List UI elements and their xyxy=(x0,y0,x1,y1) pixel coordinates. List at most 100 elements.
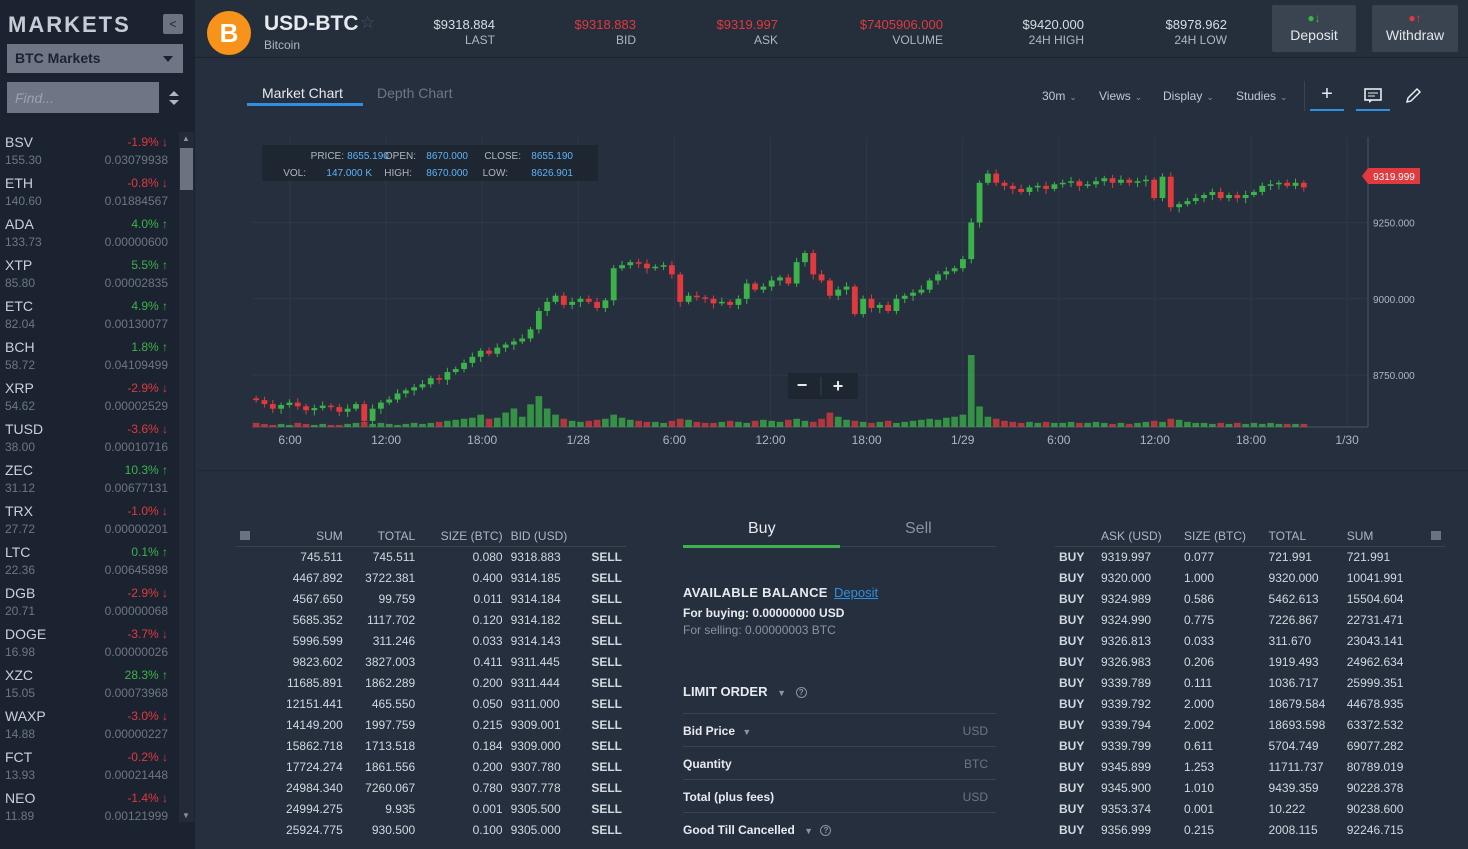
help-icon[interactable]: ? xyxy=(795,687,807,699)
scroll-up-icon[interactable]: ▲ xyxy=(182,134,190,143)
zoom-in-button[interactable]: + xyxy=(833,376,844,396)
buy-button[interactable]: BUY xyxy=(1059,822,1085,837)
market-list-scrollbar[interactable]: ▲ ▼ xyxy=(179,132,194,822)
buy-button[interactable]: BUY xyxy=(1059,780,1085,795)
bid-row[interactable]: 5996.599 311.246 0.033 9314.143 SELL xyxy=(236,630,626,651)
bid-row[interactable]: 14149.200 1997.759 0.215 9309.001 SELL xyxy=(236,714,626,735)
draw-pencil-icon[interactable] xyxy=(1396,83,1430,111)
bid-row[interactable]: 25924.775 930.500 0.100 9305.000 SELL xyxy=(236,819,626,840)
favorite-star-icon[interactable]: ☆ xyxy=(360,13,376,32)
buy-button[interactable]: BUY xyxy=(1059,801,1085,816)
bid-price-field[interactable]: Bid Price ▼ USD xyxy=(683,713,996,746)
sell-button[interactable]: SELL xyxy=(591,549,622,564)
sell-button[interactable]: SELL xyxy=(591,759,622,774)
collapse-sidebar-icon[interactable]: < xyxy=(163,14,183,34)
comment-icon[interactable] xyxy=(1356,83,1390,111)
tab-market-chart[interactable]: Market Chart xyxy=(262,85,343,101)
market-row[interactable]: XZC 28.3% ↑ 15.05 0.00073968 xyxy=(0,663,178,704)
scroll-down-icon[interactable]: ▼ xyxy=(182,811,190,820)
tab-depth-chart[interactable]: Depth Chart xyxy=(377,85,453,101)
ask-row[interactable]: BUY 9345.899 1.253 11711.737 80789.019 xyxy=(1055,756,1445,777)
ask-row[interactable]: BUY 9320.000 1.000 9320.000 10041.991 xyxy=(1055,567,1445,588)
sell-button[interactable]: SELL xyxy=(591,738,622,753)
bid-row[interactable]: 4467.892 3722.381 0.400 9314.185 SELL xyxy=(236,567,626,588)
sell-button[interactable]: SELL xyxy=(591,717,622,732)
market-row[interactable]: ADA 4.0% ↑ 133.73 0.00000600 xyxy=(0,212,178,253)
sell-button[interactable]: SELL xyxy=(591,780,622,795)
market-row[interactable]: DOGE -3.7% ↓ 16.98 0.00000026 xyxy=(0,622,178,663)
bid-row[interactable]: 24994.275 9.935 0.001 9305.500 SELL xyxy=(236,798,626,819)
tab-sell[interactable]: Sell xyxy=(905,520,932,537)
zoom-out-button[interactable]: − xyxy=(797,375,808,395)
ask-row[interactable]: BUY 9345.900 1.010 9439.359 90228.378 xyxy=(1055,777,1445,798)
market-row[interactable]: BCH 1.8% ↑ 58.72 0.04109499 xyxy=(0,335,178,376)
crosshair-icon[interactable]: + xyxy=(1310,83,1344,111)
deposit-link[interactable]: Deposit xyxy=(834,585,879,600)
studies-dropdown[interactable]: Studies ⌄ xyxy=(1236,89,1288,103)
buy-button[interactable]: BUY xyxy=(1059,654,1085,669)
buy-button[interactable]: BUY xyxy=(1059,759,1085,774)
market-row[interactable]: ZEC 10.3% ↑ 31.12 0.00677131 xyxy=(0,458,178,499)
ask-row[interactable]: BUY 9339.792 2.000 18679.584 44678.935 xyxy=(1055,693,1445,714)
bid-row[interactable]: 15862.718 1713.518 0.184 9309.000 SELL xyxy=(236,735,626,756)
ask-row[interactable]: BUY 9356.999 0.215 2008.115 92246.715 xyxy=(1055,819,1445,840)
withdraw-button[interactable]: ●↑ Withdraw xyxy=(1372,5,1458,52)
ask-row[interactable]: BUY 9326.983 0.206 1919.493 24962.634 xyxy=(1055,651,1445,672)
market-row[interactable]: ETC 4.9% ↑ 82.04 0.00130077 xyxy=(0,294,178,335)
market-row[interactable]: BSV -1.9% ↓ 155.30 0.03079938 xyxy=(0,130,178,171)
bid-row[interactable]: 17724.274 1861.556 0.200 9307.780 SELL xyxy=(236,756,626,777)
quantity-field[interactable]: Quantity BTC xyxy=(683,746,996,779)
sell-button[interactable]: SELL xyxy=(591,591,622,606)
buy-button[interactable]: BUY xyxy=(1059,591,1085,606)
display-dropdown[interactable]: Display ⌄ xyxy=(1163,89,1214,103)
market-row[interactable]: ETH -0.8% ↓ 140.60 0.01884567 xyxy=(0,171,178,212)
ask-row[interactable]: BUY 9324.989 0.586 5462.613 15504.604 xyxy=(1055,588,1445,609)
sell-button[interactable]: SELL xyxy=(591,801,622,816)
ask-row[interactable]: BUY 9339.794 2.002 18693.598 63372.532 xyxy=(1055,714,1445,735)
market-search-input[interactable] xyxy=(7,82,159,113)
buy-button[interactable]: BUY xyxy=(1059,717,1085,732)
book-settings-icon[interactable] xyxy=(1431,530,1441,540)
order-type-dropdown[interactable]: LIMIT ORDER ▼ ? xyxy=(683,684,807,699)
sell-button[interactable]: SELL xyxy=(591,675,622,690)
deposit-button[interactable]: ●↓ Deposit xyxy=(1272,5,1356,52)
ask-row[interactable]: BUY 9339.799 0.611 5704.749 69077.282 xyxy=(1055,735,1445,756)
market-row[interactable]: DGB -2.9% ↓ 20.71 0.00000068 xyxy=(0,581,178,622)
market-row[interactable]: WAXP -3.0% ↓ 14.88 0.00000227 xyxy=(0,704,178,745)
buy-button[interactable]: BUY xyxy=(1059,738,1085,753)
price-chart[interactable]: 6:00 12:00 18:00 1/28 6:00 12:00 18:00 1/29 6:00… xyxy=(196,59,1468,471)
buy-button[interactable]: BUY xyxy=(1059,675,1085,690)
sell-button[interactable]: SELL xyxy=(591,696,622,711)
ask-row[interactable]: BUY 9326.813 0.033 311.670 23043.141 xyxy=(1055,630,1445,651)
time-in-force-dropdown[interactable]: Good Till Cancelled ▼ ? xyxy=(683,812,996,845)
buy-button[interactable]: BUY xyxy=(1059,570,1085,585)
sort-icon[interactable] xyxy=(168,90,180,106)
market-row[interactable]: FCT -0.2% ↓ 13.93 0.00021448 xyxy=(0,745,178,786)
market-row[interactable]: TUSD -3.6% ↓ 38.00 0.00010716 xyxy=(0,417,178,458)
ask-row[interactable]: BUY 9324.990 0.775 7226.867 22731.471 xyxy=(1055,609,1445,630)
market-row[interactable]: NEO -1.4% ↓ 11.89 0.00121999 xyxy=(0,786,178,827)
bid-row[interactable]: 745.511 745.511 0.080 9318.883 SELL xyxy=(236,546,626,567)
interval-dropdown[interactable]: 30m ⌄ xyxy=(1042,89,1077,103)
market-row[interactable]: LTC 0.1% ↑ 22.36 0.00645898 xyxy=(0,540,178,581)
buy-button[interactable]: BUY xyxy=(1059,549,1085,564)
bid-row[interactable]: 4567.650 99.759 0.011 9314.184 SELL xyxy=(236,588,626,609)
scrollbar-thumb[interactable] xyxy=(180,148,193,190)
sell-button[interactable]: SELL xyxy=(591,633,622,648)
buy-button[interactable]: BUY xyxy=(1059,696,1085,711)
sell-button[interactable]: SELL xyxy=(591,654,622,669)
book-settings-icon[interactable] xyxy=(240,530,250,540)
sell-button[interactable]: SELL xyxy=(591,612,622,627)
bid-row[interactable]: 12151.441 465.550 0.050 9311.000 SELL xyxy=(236,693,626,714)
ask-row[interactable]: BUY 9339.789 0.111 1036.717 25999.351 xyxy=(1055,672,1445,693)
bid-row[interactable]: 9823.602 3827.003 0.411 9311.445 SELL xyxy=(236,651,626,672)
market-select[interactable]: BTC Markets xyxy=(7,44,183,73)
buy-button[interactable]: BUY xyxy=(1059,612,1085,627)
sell-button[interactable]: SELL xyxy=(591,570,622,585)
bid-row[interactable]: 24984.340 7260.067 0.780 9307.778 SELL xyxy=(236,777,626,798)
total-field[interactable]: Total (plus fees) USD xyxy=(683,779,996,812)
ask-row[interactable]: BUY 9319.997 0.077 721.991 721.991 xyxy=(1055,546,1445,567)
buy-button[interactable]: BUY xyxy=(1059,633,1085,648)
tab-buy[interactable]: Buy xyxy=(748,520,776,537)
views-dropdown[interactable]: Views ⌄ xyxy=(1099,89,1142,103)
